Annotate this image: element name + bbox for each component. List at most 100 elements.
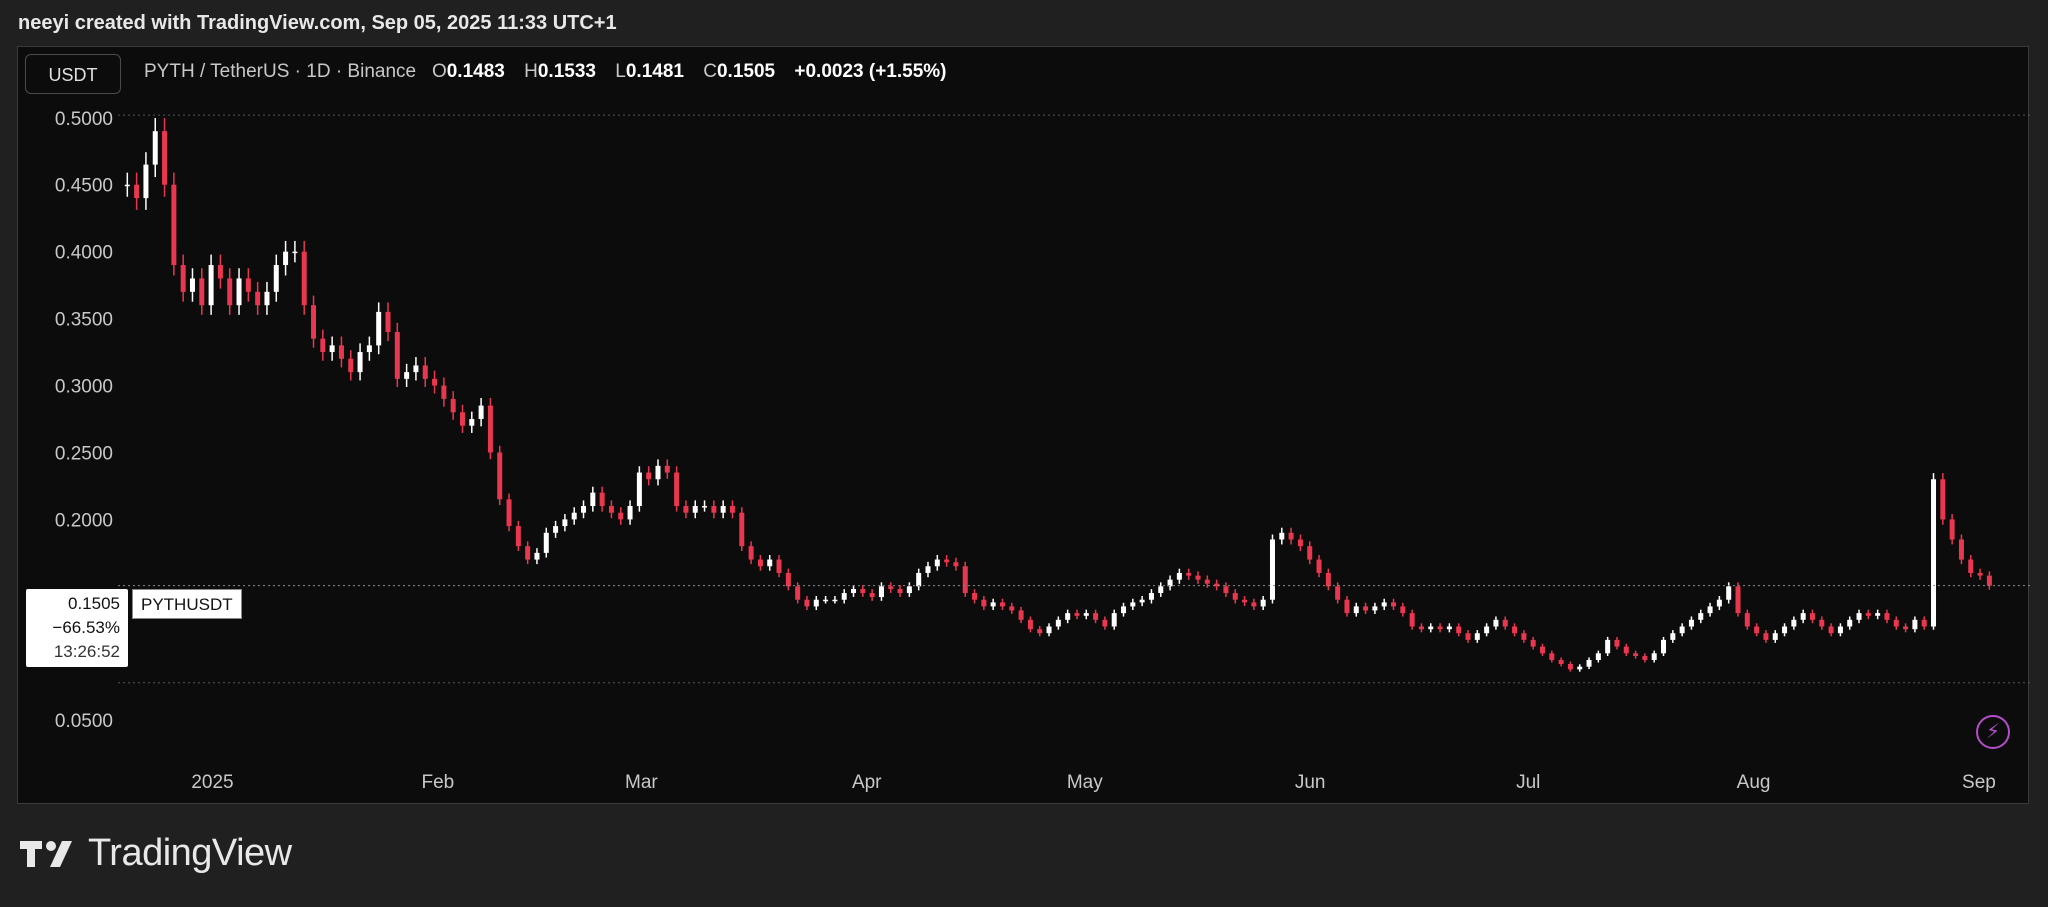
candle-body xyxy=(1176,572,1182,580)
candle-body xyxy=(217,265,223,279)
candle-body xyxy=(1744,613,1750,627)
candle-body xyxy=(1009,606,1015,611)
candle-body xyxy=(459,412,465,426)
y-tick-label: 0.5000 xyxy=(55,109,113,130)
candle-body xyxy=(441,385,447,399)
candle-body xyxy=(1521,633,1527,640)
candle-body xyxy=(1977,572,1983,576)
candle-body xyxy=(618,512,624,520)
candle-body xyxy=(1670,633,1676,640)
candle-body xyxy=(180,265,186,292)
candle-body xyxy=(636,472,642,507)
candle-body xyxy=(823,599,829,602)
candle-body xyxy=(1344,599,1350,614)
candle-body xyxy=(525,546,531,560)
candle-body xyxy=(1400,606,1406,614)
candle-body xyxy=(357,352,363,373)
x-tick-label: Sep xyxy=(1962,772,1996,793)
price-chart[interactable]: 0.5000 0.4500 0.4000 0.3500 0.3000 0.2500 0.20… xyxy=(18,47,2030,805)
candle-body xyxy=(329,345,335,353)
candle-body xyxy=(1279,532,1285,540)
candle-body xyxy=(338,345,344,359)
candle-body xyxy=(1269,539,1275,600)
candle-body xyxy=(1363,606,1369,611)
candle-body xyxy=(1204,579,1210,584)
high-label: H xyxy=(524,61,538,82)
candle-body xyxy=(543,532,549,553)
candle-body xyxy=(767,559,773,567)
candle-body xyxy=(320,338,326,353)
candle-body xyxy=(1623,646,1629,654)
candle-body xyxy=(1018,610,1024,620)
candle-body xyxy=(1456,626,1462,634)
candle-body xyxy=(1167,579,1173,587)
candle-body xyxy=(1316,559,1322,573)
candle-body xyxy=(841,593,847,600)
candle-body xyxy=(692,506,698,513)
candle-body xyxy=(1716,599,1722,607)
change-value: +0.0023 (+1.55%) xyxy=(794,61,947,82)
candle-body xyxy=(1809,613,1815,620)
chart-panel[interactable]: 0.5000 0.4500 0.4000 0.3500 0.3000 0.2500 0.20… xyxy=(17,46,2030,805)
candle-body xyxy=(1586,659,1592,667)
candle-body xyxy=(1837,626,1843,634)
candle-body xyxy=(1353,606,1359,614)
y-tick-label: 0.0500 xyxy=(55,711,113,732)
candle-body xyxy=(171,184,177,266)
candle-body xyxy=(1800,613,1806,620)
candle-body xyxy=(972,593,978,600)
candle-body xyxy=(1661,639,1667,654)
candle-body xyxy=(739,512,745,547)
candle-body xyxy=(1437,626,1443,630)
candle-body xyxy=(1093,613,1099,620)
candle-body xyxy=(1158,586,1164,594)
candle-body xyxy=(1065,613,1071,620)
candle-body xyxy=(1074,613,1080,616)
candle-body xyxy=(1251,602,1257,607)
candle-body xyxy=(683,506,689,513)
candle-body xyxy=(1875,613,1881,616)
candle-body xyxy=(1539,646,1545,654)
candle-body xyxy=(1903,626,1909,630)
candle-body xyxy=(553,526,559,533)
symbol-price-label: PYTHUSDT xyxy=(132,589,242,619)
candle-body xyxy=(534,552,540,560)
candle-body xyxy=(283,251,289,266)
candle-body xyxy=(1428,626,1434,630)
candle-body xyxy=(1465,633,1471,640)
candle-body xyxy=(1819,619,1825,627)
brand-name: TradingView xyxy=(88,832,292,874)
candle-body xyxy=(1037,629,1043,634)
candle-body xyxy=(562,519,568,527)
candle-body xyxy=(851,589,857,594)
candle-body xyxy=(571,512,577,520)
candle-body xyxy=(1502,619,1508,627)
lightning-icon[interactable]: ⚡ xyxy=(1976,715,2010,749)
candle-body xyxy=(1791,619,1797,627)
candle-body xyxy=(1391,602,1397,607)
candle-body xyxy=(878,586,884,598)
candle-body xyxy=(1707,606,1713,614)
candle-body xyxy=(702,506,708,508)
candle-body xyxy=(1148,593,1154,600)
candle-body xyxy=(785,572,791,587)
candle-body xyxy=(1307,546,1313,560)
currency-selector-button[interactable]: USDT xyxy=(25,54,121,94)
candle-body xyxy=(1111,613,1117,627)
candle-body xyxy=(1605,639,1611,654)
chart-credit: neeyi created with TradingView.com, Sep … xyxy=(18,12,617,34)
last-price-tag: 0.1505 −66.53% 13:26:52 xyxy=(26,589,128,667)
candle-body xyxy=(944,559,950,563)
candle-body xyxy=(1754,626,1760,634)
candle-body xyxy=(888,586,894,590)
candle-body xyxy=(1949,519,1955,540)
candle-body xyxy=(1130,602,1136,607)
y-tick-label: 0.3500 xyxy=(55,310,113,331)
candle-body xyxy=(124,184,130,187)
candle-body xyxy=(236,278,242,306)
candle-body xyxy=(413,365,419,373)
candle-body xyxy=(1549,653,1555,660)
tradingview-logo-icon xyxy=(20,840,72,867)
y-tick-label: 0.4000 xyxy=(55,243,113,264)
y-tick-label: 0.3000 xyxy=(55,377,113,398)
